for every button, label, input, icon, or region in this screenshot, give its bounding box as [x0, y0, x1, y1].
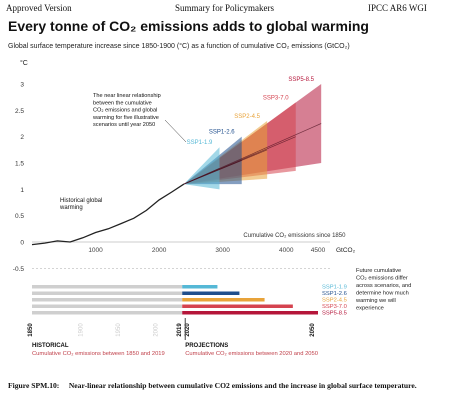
- relationship-annotation-line: warming for five illustrative: [92, 115, 159, 121]
- y-tick-label: 1.5: [15, 161, 24, 168]
- future-note-line: across scenarios, and: [356, 283, 411, 289]
- projections-subtitle: Cumulative CO₂ emissions between 2020 an…: [185, 351, 318, 357]
- year-label: 2020: [185, 323, 191, 337]
- x-axis-unit: GtCO₂: [336, 247, 356, 254]
- scenario-label: SSP3-7.0: [263, 95, 289, 101]
- y-tick-label: 2.5: [15, 108, 24, 115]
- x-tick-label: 2000: [152, 247, 167, 254]
- figure-title: Every tonne of CO₂ emissions adds to glo…: [8, 18, 369, 34]
- relationship-annotation-line: scenarios until year 2050: [93, 122, 155, 128]
- projection-bar-ssp370: [182, 304, 293, 308]
- historical-warming-line: [31, 183, 185, 246]
- historical-bar: [32, 285, 183, 289]
- x-axis-label: Cumulative CO₂ emissions since 1850: [243, 233, 346, 239]
- scenario-label: SSP2-4.5: [234, 114, 260, 120]
- ghost-year-label: 1900: [78, 323, 84, 337]
- future-note-line: warming we will: [355, 298, 396, 304]
- x-tick-label: 4500: [311, 247, 326, 254]
- y-tick-label: 2: [20, 134, 24, 141]
- figure-caption: Figure SPM.10: Near-linear relationship …: [8, 381, 446, 391]
- caption-label: Figure SPM.10:: [8, 381, 60, 390]
- projection-bar-label: SSP3-7.0: [322, 304, 347, 310]
- projection-bar-label: SSP1-2.6: [322, 291, 347, 297]
- scenario-label: SSP5-8.5: [288, 77, 314, 83]
- year-label: 1850: [28, 323, 34, 337]
- projection-bar-ssp126: [182, 291, 240, 295]
- annotation-leader: [164, 119, 187, 143]
- header-left: Approved Version: [6, 3, 72, 13]
- relationship-annotation-line: The near linear relationship: [93, 93, 161, 99]
- projections-heading: PROJECTIONS: [185, 343, 228, 349]
- y-tick-label: -0.5: [13, 266, 25, 273]
- historical-bar: [32, 291, 183, 295]
- projection-bar-ssp585: [182, 311, 318, 315]
- y-tick-label: 1: [20, 187, 24, 194]
- historical-label-line: warming: [59, 205, 83, 211]
- future-note-line: determine how much: [356, 291, 409, 297]
- scenario-label: SSP1-2.6: [209, 130, 235, 136]
- y-tick-label: 0.5: [15, 213, 24, 220]
- future-note-line: Future cumulative: [356, 268, 401, 274]
- y-axis-unit: °C: [20, 59, 28, 67]
- header-right: IPCC AR6 WGI: [368, 3, 427, 13]
- y-tick-label: 0: [20, 240, 24, 247]
- ghost-year-label: 2000: [154, 323, 160, 337]
- y-tick-label: 3: [20, 82, 24, 89]
- historical-subtitle: Cumulative CO₂ emissions between 1850 an…: [32, 351, 165, 357]
- projection-bar-label: SSP2-4.5: [322, 298, 347, 304]
- x-tick-label: 1000: [88, 247, 103, 254]
- year-label: 2019: [177, 323, 183, 337]
- projection-bar-label: SSP5-8.5: [322, 311, 347, 317]
- figure-subtitle: Global surface temperature increase sinc…: [8, 43, 350, 50]
- future-note-line: CO₂ emissions differ: [356, 276, 408, 282]
- scenario-label: SSP1-1.9: [187, 140, 213, 146]
- scenario-band-ssp370: [183, 102, 296, 185]
- header-center: Summary for Policymakers: [175, 3, 274, 13]
- caption-text: Near-linear relationship between cumulat…: [68, 381, 417, 390]
- ghost-year-label: 1950: [116, 323, 122, 337]
- scenario-band-ssp119: [183, 147, 220, 190]
- projection-bar-ssp119: [182, 285, 218, 289]
- future-note-line: experience: [356, 306, 384, 312]
- historical-heading: HISTORICAL: [32, 343, 69, 349]
- projection-bar-label: SSP1-1.9: [322, 285, 347, 291]
- year-label: 2050: [310, 323, 316, 337]
- historical-bar: [32, 311, 183, 315]
- historical-bar: [32, 304, 183, 308]
- x-tick-label: 4000: [279, 247, 294, 254]
- relationship-annotation-line: between the cumulative: [93, 100, 152, 106]
- scenario-mean-line: [183, 123, 322, 185]
- historical-bar: [32, 298, 183, 302]
- historical-label-line: Historical global: [60, 198, 102, 204]
- relationship-annotation-line: CO₂ emissions and global: [93, 108, 157, 114]
- projection-bar-ssp245: [182, 298, 265, 302]
- x-tick-label: 3000: [215, 247, 230, 254]
